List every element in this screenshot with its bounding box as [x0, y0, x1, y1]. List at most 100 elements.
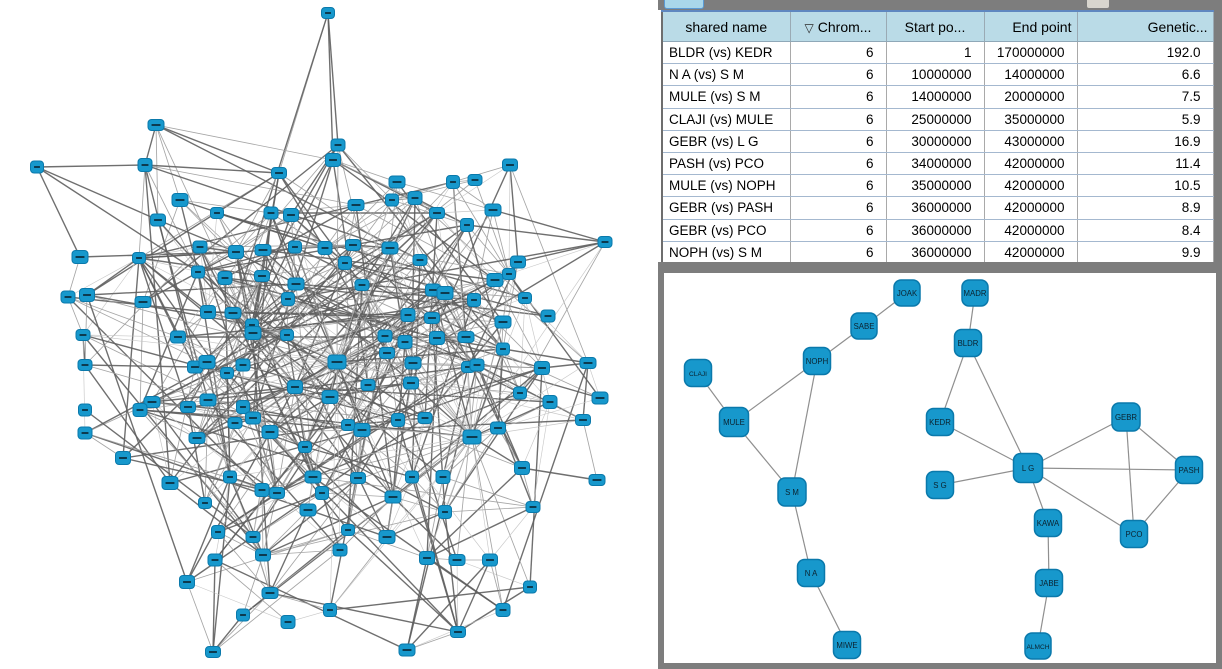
network-detail-canvas[interactable]: JOAK MADR SABE NOPH BLDR CLAJI MULE KEDR GEBR L G… [664, 273, 1216, 663]
node[interactable] [321, 7, 335, 19]
network-overview-canvas[interactable] [0, 0, 658, 669]
node[interactable] [510, 255, 526, 269]
node[interactable] [263, 206, 279, 220]
node[interactable] [71, 250, 89, 264]
node[interactable] [132, 252, 146, 264]
node[interactable] [502, 268, 516, 280]
node[interactable] [353, 423, 371, 437]
node[interactable] [304, 470, 322, 484]
node[interactable] [490, 421, 506, 435]
node[interactable] [228, 245, 244, 259]
node[interactable] [283, 208, 299, 222]
node[interactable] [486, 273, 504, 287]
node[interactable] [591, 391, 609, 405]
node[interactable] [597, 236, 613, 248]
node[interactable] [407, 191, 423, 205]
node[interactable] [198, 355, 216, 369]
node[interactable] [261, 587, 279, 599]
node[interactable] [534, 361, 550, 375]
node-madr[interactable]: MADR [961, 279, 989, 307]
node[interactable] [419, 551, 435, 565]
node[interactable] [496, 342, 510, 356]
column-header-shared-name[interactable]: shared name [662, 10, 791, 42]
node[interactable] [518, 292, 532, 304]
column-header-genetic[interactable]: Genetic... [1077, 10, 1214, 42]
node[interactable] [350, 472, 366, 484]
node[interactable] [271, 167, 287, 179]
node-s-m[interactable]: S M [777, 477, 807, 507]
node[interactable] [255, 548, 271, 562]
node[interactable] [220, 367, 234, 379]
node[interactable] [161, 476, 179, 490]
node[interactable] [400, 308, 416, 322]
node[interactable] [132, 403, 148, 417]
node-jabe[interactable]: JABE [1034, 568, 1064, 598]
node[interactable] [467, 174, 483, 186]
node-pash[interactable]: PASH [1174, 455, 1204, 485]
node[interactable] [171, 193, 189, 207]
node[interactable] [514, 461, 530, 475]
node[interactable] [436, 286, 454, 300]
node[interactable] [398, 643, 416, 657]
table-row[interactable]: N A (vs) S M 6 10000000 14000000 6.6 [662, 63, 1214, 87]
node[interactable] [542, 395, 558, 409]
node[interactable] [236, 608, 250, 622]
node[interactable] [317, 241, 333, 255]
node[interactable] [330, 138, 346, 152]
node[interactable] [540, 309, 556, 323]
node-bldr[interactable]: BLDR [953, 328, 983, 358]
node[interactable] [404, 356, 422, 370]
node[interactable] [462, 429, 482, 445]
node[interactable] [261, 425, 279, 439]
node-joak[interactable]: JOAK [893, 279, 921, 307]
node[interactable] [60, 290, 76, 304]
node[interactable] [446, 175, 460, 189]
node[interactable] [379, 347, 395, 359]
node[interactable] [199, 393, 217, 407]
panel-divider[interactable] [658, 262, 1222, 268]
node[interactable] [429, 331, 445, 345]
node[interactable] [341, 524, 355, 536]
panel-tab-blue[interactable] [664, 0, 704, 9]
table-row[interactable]: NOPH (vs) S M 6 36000000 42000000 9.9 [662, 241, 1214, 262]
node[interactable] [254, 270, 270, 282]
node[interactable] [192, 240, 208, 254]
node[interactable] [211, 525, 225, 539]
node[interactable] [236, 400, 250, 414]
node[interactable] [75, 329, 91, 341]
table-row[interactable]: MULE (vs) NOPH 6 35000000 42000000 10.5 [662, 174, 1214, 198]
node[interactable] [77, 359, 93, 371]
node[interactable] [495, 603, 511, 617]
node-s-g[interactable]: S G [925, 470, 955, 500]
node-sabe[interactable]: SABE [850, 312, 878, 340]
node-miwe[interactable]: MIWE [832, 630, 862, 660]
node[interactable] [341, 419, 355, 431]
table-row[interactable]: MULE (vs) S M 6 14000000 20000000 7.5 [662, 85, 1214, 109]
node[interactable] [332, 543, 348, 557]
node[interactable] [467, 293, 481, 307]
node[interactable] [134, 296, 152, 308]
node[interactable] [287, 277, 305, 291]
edge-LG-PASH[interactable] [1027, 467, 1190, 471]
column-header-end-point[interactable]: End point [984, 10, 1078, 42]
node[interactable] [78, 403, 92, 417]
node[interactable] [484, 203, 502, 217]
node-n-a[interactable]: N A [796, 558, 826, 588]
node[interactable] [244, 326, 262, 340]
node[interactable] [137, 158, 153, 172]
node[interactable] [77, 426, 93, 440]
node[interactable] [227, 417, 243, 429]
node[interactable] [523, 580, 537, 594]
node[interactable] [405, 470, 419, 484]
node[interactable] [435, 470, 451, 484]
node[interactable] [327, 354, 347, 370]
node[interactable] [115, 451, 131, 465]
table-row[interactable]: GEBR (vs) PASH 6 36000000 42000000 8.9 [662, 196, 1214, 220]
node[interactable] [321, 390, 339, 404]
node-kedr[interactable]: KEDR [925, 407, 955, 437]
node[interactable] [143, 396, 161, 408]
node-pco[interactable]: PCO [1119, 519, 1149, 549]
node-almch[interactable]: ALMCH [1024, 632, 1052, 660]
edge-LG-PCO[interactable] [1027, 467, 1135, 535]
node[interactable] [235, 358, 251, 372]
